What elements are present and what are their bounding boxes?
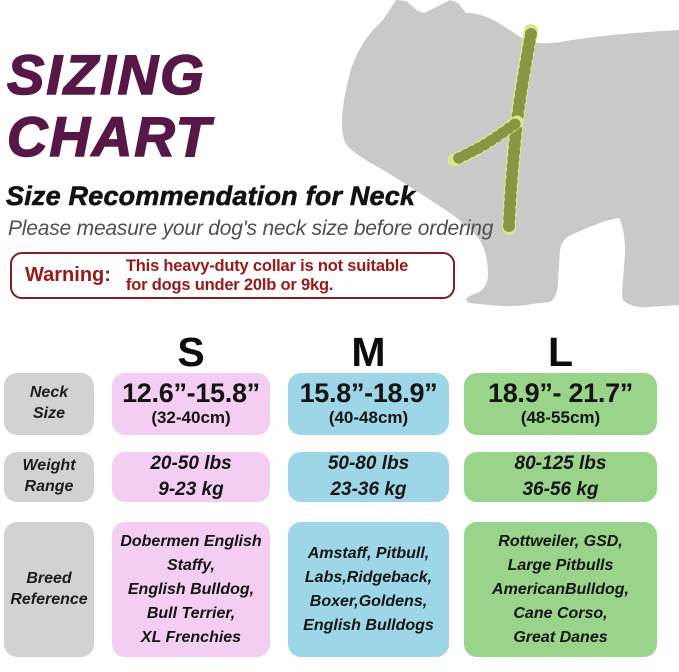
column-header-size-s: S (177, 329, 205, 375)
measuring-tape (447, 24, 538, 235)
neck-inches-m: 15.8”-18.9” (299, 378, 438, 409)
column-header-size-m: M (351, 329, 386, 375)
weight-cell-l: 80-125 lbs 36-56 kg (464, 452, 657, 502)
page-subtitle: Size Recommendation for Neck (6, 181, 416, 212)
neck-cm-l: (48-55cm) (520, 408, 601, 428)
breed-cell-m: Amstaff, Pitbull, Labs,Ridgeback, Boxer,… (288, 522, 449, 657)
warning-box: Warning: This heavy-duty collar is not s… (10, 252, 455, 299)
tape-ticks-branch (451, 118, 521, 165)
breed-cell-l: Rottweiler, GSD, Large Pitbulls American… (464, 522, 657, 657)
page-title-line2: CHART (6, 105, 212, 169)
neck-inches-s: 12.6”-15.8” (122, 378, 260, 409)
neck-cm-s: (32-40cm) (151, 408, 231, 428)
tape-ticks-main (503, 28, 537, 232)
measure-note: Please measure your dog's neck size befo… (8, 217, 494, 240)
neck-size-cell-l: 18.9”- 21.7” (48-55cm) (464, 373, 657, 435)
page-title-line1: SIZING (6, 43, 206, 107)
page-title: SIZING CHART (6, 43, 212, 169)
warning-text: This heavy-duty collar is not suitable f… (125, 257, 409, 294)
row-label-breed-reference: Breed Reference (4, 522, 94, 657)
weight-cell-m: 50-80 lbs 23-36 kg (288, 452, 449, 502)
row-label-neck-size: Neck Size (4, 373, 94, 435)
column-header-size-l: L (547, 329, 574, 375)
neck-inches-l: 18.9”- 21.7” (488, 378, 633, 409)
dog-silhouette-graphic (342, 0, 679, 308)
neck-size-cell-m: 15.8”-18.9” (40-48cm) (288, 373, 449, 435)
weight-cell-s: 20-50 lbs 9-23 kg (112, 452, 270, 502)
warning-label: Warning: (25, 264, 111, 286)
row-label-weight-range: Weight Range (4, 452, 94, 502)
neck-size-cell-s: 12.6”-15.8” (32-40cm) (112, 373, 270, 435)
breed-cell-s: Dobermen English Staffy, English Bulldog… (112, 522, 270, 657)
neck-cm-m: (40-48cm) (328, 408, 409, 428)
